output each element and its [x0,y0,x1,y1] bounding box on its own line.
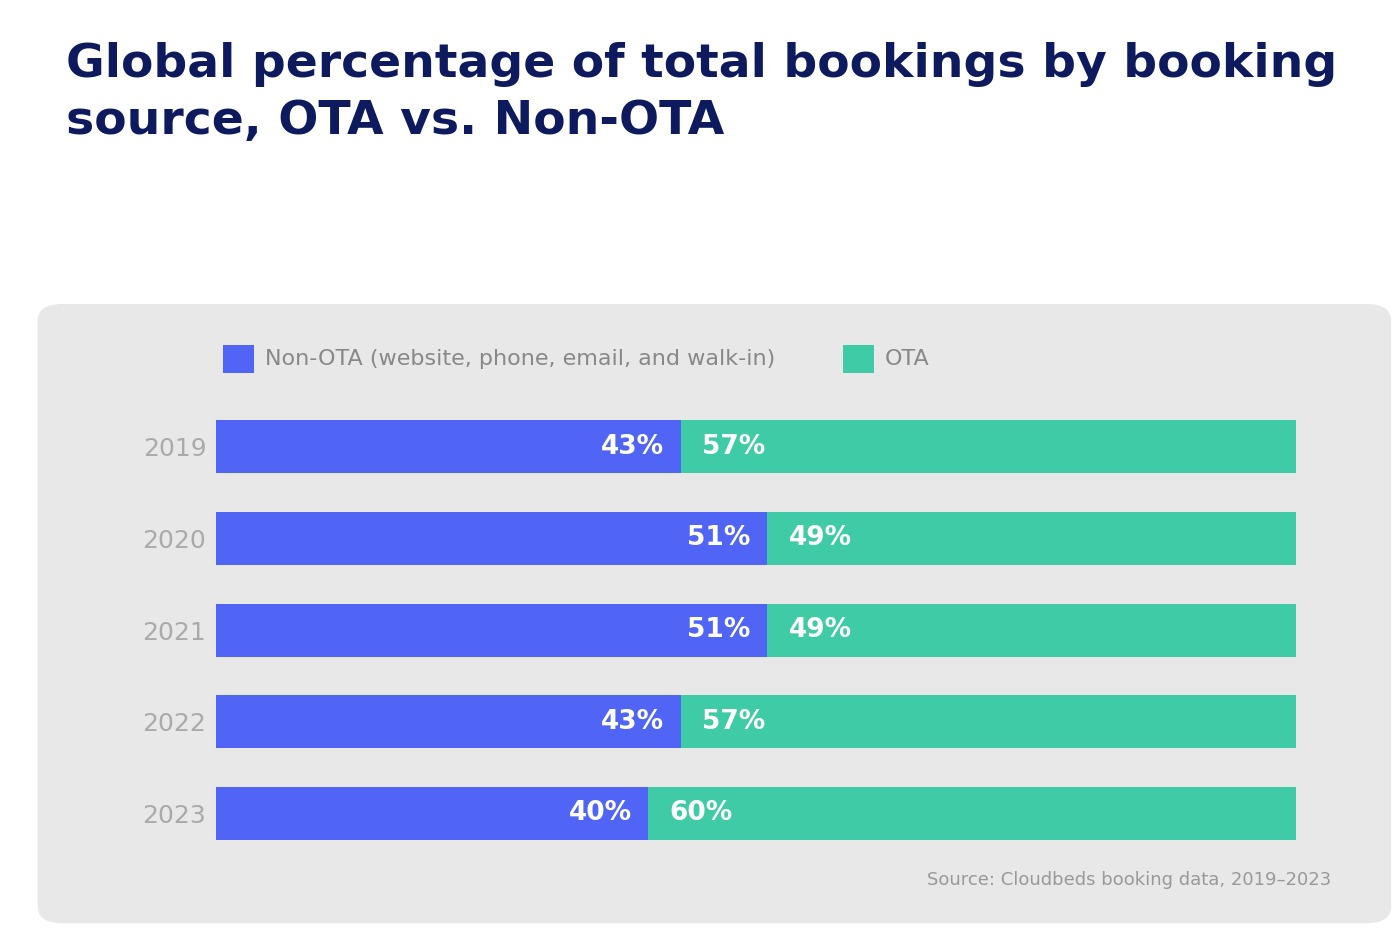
Bar [216,695,680,749]
Text: 51%: 51% [687,617,751,643]
Text: 60%: 60% [671,801,733,826]
Bar [223,345,254,373]
Text: 57%: 57% [703,709,765,734]
Text: 49%: 49% [789,617,852,643]
Bar [216,420,680,474]
Text: 40%: 40% [569,801,631,826]
Text: Global percentage of total bookings by booking: Global percentage of total bookings by b… [66,42,1337,88]
Text: Source: Cloudbeds booking data, 2019–2023: Source: Cloudbeds booking data, 2019–202… [927,871,1331,889]
Bar [680,695,1296,749]
Text: 49%: 49% [789,526,852,551]
Text: 51%: 51% [687,526,751,551]
Bar [216,603,767,657]
Bar [767,512,1296,565]
Text: Non-OTA (website, phone, email, and walk-in): Non-OTA (website, phone, email, and walk… [265,348,775,369]
Text: OTA: OTA [885,348,930,369]
FancyBboxPatch shape [38,304,1391,923]
Text: source, OTA vs. Non-OTA: source, OTA vs. Non-OTA [66,99,723,144]
Bar [767,603,1296,657]
Bar [216,786,648,840]
Bar [680,420,1296,474]
Text: 43%: 43% [601,709,665,734]
Text: 43%: 43% [601,434,665,460]
Bar [216,512,767,565]
Text: 57%: 57% [703,434,765,460]
Bar [843,345,874,373]
Bar [648,786,1296,840]
